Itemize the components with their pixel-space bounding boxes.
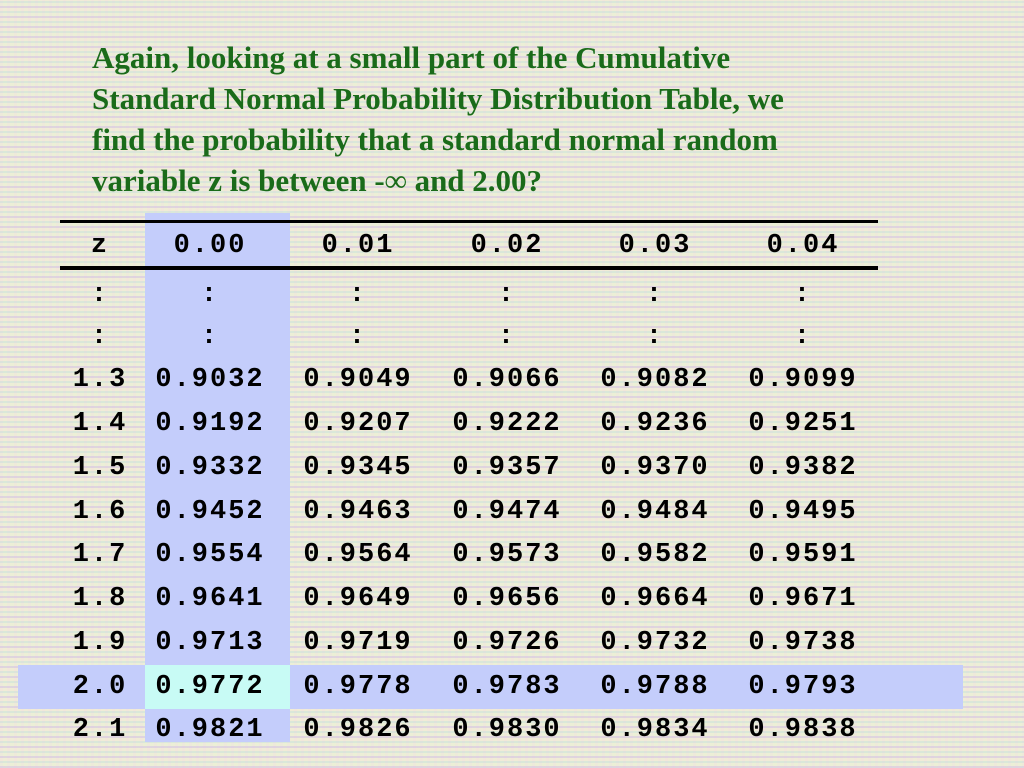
- table-cell: 0.9463: [303, 497, 413, 527]
- table-cell: 0.9554: [155, 540, 265, 570]
- table-cell: 0.9726: [452, 628, 562, 658]
- table-cell: 0.9821: [155, 715, 265, 745]
- table-cell: 0.9251: [748, 409, 858, 439]
- table-cell: 0.9826: [303, 715, 413, 745]
- table-cell: 0.9332: [155, 453, 265, 483]
- table-cell: 0.9474: [452, 497, 562, 527]
- title-line: Again, looking at a small part of the Cu…: [92, 40, 731, 75]
- column-highlight: [145, 213, 290, 742]
- row-label: 1.6: [72, 497, 128, 527]
- table-cell: 0.9778: [303, 672, 413, 702]
- table-cell: :: [793, 322, 813, 352]
- table-cell: 0.9838: [748, 715, 858, 745]
- table-cell: :: [645, 322, 665, 352]
- table-cell: 0.9582: [600, 540, 710, 570]
- table-cell: :: [497, 280, 517, 310]
- table-cell: 0.9345: [303, 453, 413, 483]
- title-line: find the probability that a standard nor…: [92, 122, 778, 157]
- table-cell: 0.9066: [452, 365, 562, 395]
- row-label: 2.1: [72, 715, 128, 745]
- table-cell: 0.9049: [303, 365, 413, 395]
- table-cell: 0.9641: [155, 584, 265, 614]
- row-label: 1.7: [72, 540, 128, 570]
- cell-highlight: [145, 665, 290, 709]
- row-label: :: [90, 280, 110, 310]
- table-cell: 0.9564: [303, 540, 413, 570]
- header-cell: 0.02: [470, 231, 544, 261]
- header-cell: 0.04: [766, 231, 840, 261]
- table-cell: :: [200, 322, 220, 352]
- header-rule: [60, 266, 878, 270]
- table-cell: 0.9591: [748, 540, 858, 570]
- table-cell: 0.9793: [748, 672, 858, 702]
- table-cell: 0.9649: [303, 584, 413, 614]
- header-cell: z: [90, 231, 110, 261]
- table-cell: 0.9783: [452, 672, 562, 702]
- table-cell: :: [793, 280, 813, 310]
- table-cell: 0.9719: [303, 628, 413, 658]
- title-line: Standard Normal Probability Distribution…: [92, 81, 784, 116]
- table-cell: :: [200, 280, 220, 310]
- table-cell: 0.9382: [748, 453, 858, 483]
- table-cell: 0.9222: [452, 409, 562, 439]
- header-cell: 0.00: [173, 231, 247, 261]
- table-cell: 0.9573: [452, 540, 562, 570]
- table-cell: 0.9830: [452, 715, 562, 745]
- row-label: 1.3: [72, 365, 128, 395]
- top-rule: [60, 220, 878, 223]
- table-cell: 0.9236: [600, 409, 710, 439]
- table-cell: 0.9788: [600, 672, 710, 702]
- table-cell: 0.9834: [600, 715, 710, 745]
- row-label: 1.5: [72, 453, 128, 483]
- table-cell: :: [645, 280, 665, 310]
- table-cell: 0.9370: [600, 453, 710, 483]
- table-cell: 0.9713: [155, 628, 265, 658]
- row-label: 1.9: [72, 628, 128, 658]
- table-cell: 0.9671: [748, 584, 858, 614]
- table-cell: 0.9032: [155, 365, 265, 395]
- table-cell: 0.9656: [452, 584, 562, 614]
- header-cell: 0.01: [321, 231, 395, 261]
- row-label: 2.0: [72, 672, 128, 702]
- table-cell: 0.9484: [600, 497, 710, 527]
- table-cell: 0.9192: [155, 409, 265, 439]
- table-cell: 0.9772: [155, 672, 265, 702]
- table-cell: 0.9082: [600, 365, 710, 395]
- table-cell: 0.9452: [155, 497, 265, 527]
- row-label: 1.4: [72, 409, 128, 439]
- table-cell: :: [348, 280, 368, 310]
- table-cell: :: [348, 322, 368, 352]
- header-cell: 0.03: [618, 231, 692, 261]
- table-cell: 0.9357: [452, 453, 562, 483]
- table-cell: 0.9732: [600, 628, 710, 658]
- table-cell: 0.9738: [748, 628, 858, 658]
- table-cell: 0.9099: [748, 365, 858, 395]
- row-label: 1.8: [72, 584, 128, 614]
- table-cell: 0.9207: [303, 409, 413, 439]
- table-cell: 0.9495: [748, 497, 858, 527]
- title-line: variable z is between -∞ and 2.00?: [92, 163, 543, 198]
- table-cell: :: [497, 322, 517, 352]
- row-label: :: [90, 322, 110, 352]
- table-cell: 0.9664: [600, 584, 710, 614]
